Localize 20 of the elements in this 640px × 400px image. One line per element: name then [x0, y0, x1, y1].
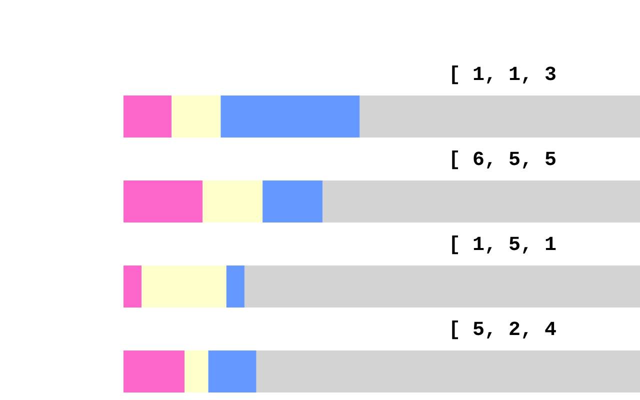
bar [244, 266, 640, 308]
bar [322, 180, 640, 222]
bar [202, 180, 263, 222]
bar [184, 350, 208, 392]
bar [208, 350, 256, 392]
bar [226, 266, 244, 308]
bar [172, 96, 221, 138]
bar [262, 180, 323, 222]
bar [256, 350, 640, 392]
y-tick-label: [ 6, 5, 5 [448, 149, 557, 172]
bar [360, 96, 640, 138]
bar [124, 96, 172, 138]
y-tick-label: [ 1, 1, 3 [448, 64, 557, 87]
bar [124, 266, 142, 308]
bar [124, 180, 203, 222]
bar [142, 266, 226, 308]
y-tick-label: [ 1, 5, 1 [448, 234, 557, 257]
y-tick-label: [ 5, 2, 4 [448, 319, 557, 342]
bar [124, 350, 185, 392]
bar [220, 96, 360, 138]
